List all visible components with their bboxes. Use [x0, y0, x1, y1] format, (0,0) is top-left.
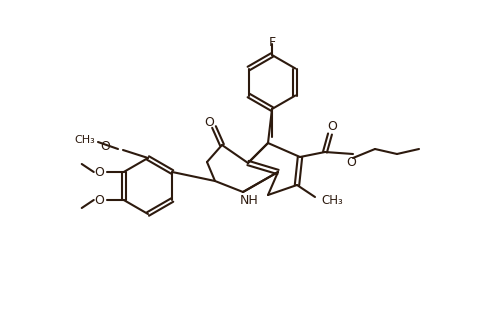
- Text: O: O: [94, 166, 104, 179]
- Text: O: O: [94, 193, 104, 206]
- Text: NH: NH: [239, 195, 258, 208]
- Text: CH₃: CH₃: [321, 193, 343, 206]
- Text: O: O: [346, 155, 356, 168]
- Text: CH₃: CH₃: [74, 135, 96, 145]
- Text: O: O: [100, 139, 110, 153]
- Text: O: O: [204, 116, 214, 129]
- Text: F: F: [269, 35, 275, 48]
- Text: O: O: [327, 120, 337, 133]
